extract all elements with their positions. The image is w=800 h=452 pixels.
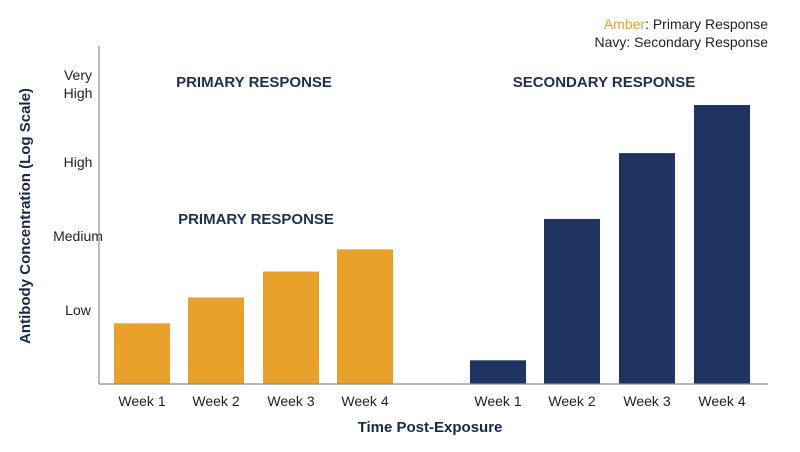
bars-layer <box>114 105 750 385</box>
primary-response-mid-label: PRIMARY RESPONSE <box>178 211 334 228</box>
x-tick-label-primary-week-4: Week 4 <box>341 393 388 409</box>
bar-primary-week-1 <box>114 323 170 384</box>
x-tick-label-secondary-week-1: Week 1 <box>474 393 521 409</box>
x-tick-label-secondary-week-2: Week 2 <box>548 393 595 409</box>
secondary-response-top-label: SECONDARY RESPONSE <box>513 74 696 91</box>
primary-response-top-label: PRIMARY RESPONSE <box>176 74 332 91</box>
legend: Amber: Primary Response Navy: Secondary … <box>594 16 768 50</box>
bar-secondary-week-4 <box>694 105 750 385</box>
y-tick-label-high: High <box>64 154 93 170</box>
legend-entry-primary: Amber: Primary Response <box>604 16 768 32</box>
y-tick-label-medium: Medium <box>53 228 103 244</box>
x-tick-label-primary-week-1: Week 1 <box>118 393 165 409</box>
y-tick-label-very-high: Very High <box>64 67 93 101</box>
x-axis-title: Time Post-Exposure <box>358 419 503 436</box>
bar-primary-week-4 <box>337 249 393 384</box>
bar-secondary-week-2 <box>544 218 600 384</box>
y-axis-title: Antibody Concentration (Log Scale) <box>17 88 34 344</box>
x-tick-label-primary-week-2: Week 2 <box>192 393 239 409</box>
x-tick-label-primary-week-3: Week 3 <box>267 393 314 409</box>
x-tick-label-secondary-week-4: Week 4 <box>698 393 745 409</box>
bar-primary-week-3 <box>263 271 319 384</box>
x-axis-ticks: Week 1 Week 2 Week 3 Week 4 Week 1 Week 2 Week… <box>118 393 745 409</box>
y-tick-label-low: Low <box>65 302 92 318</box>
legend-label-secondary: Navy <box>594 34 626 50</box>
y-axis-ticks: Low Medium High Very High <box>53 67 103 318</box>
x-tick-label-secondary-week-3: Week 3 <box>623 393 670 409</box>
legend-description-secondary: : Secondary Response <box>626 34 768 50</box>
legend-description-primary: : Primary Response <box>645 16 768 32</box>
legend-label-primary: Amber <box>604 16 646 32</box>
bar-primary-week-2 <box>188 297 244 384</box>
legend-entry-secondary: Navy: Secondary Response <box>594 34 768 50</box>
bar-secondary-week-1 <box>470 360 526 384</box>
bar-secondary-week-3 <box>619 153 675 384</box>
